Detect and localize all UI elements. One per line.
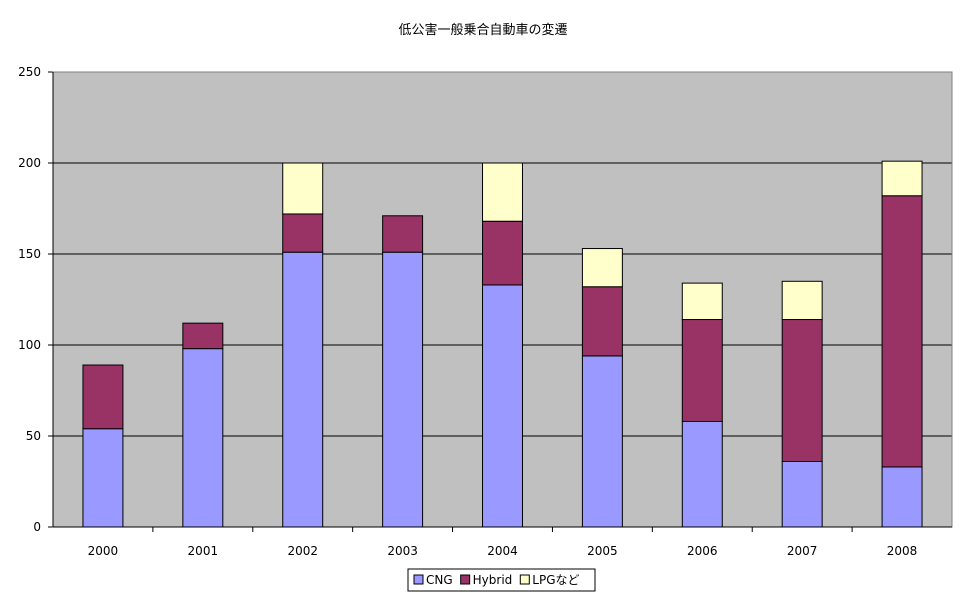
x-tick-label: 2000 bbox=[88, 544, 119, 558]
plot-area: 0 50 100 150 200 250 2000 2001 2002 2003 2004 2005 2… bbox=[18, 65, 953, 558]
bar-cng-2006 bbox=[681, 420, 723, 528]
legend-label-hybrid: Hybrid bbox=[473, 573, 513, 587]
legend-box bbox=[407, 568, 596, 592]
y-tick-label: 250 bbox=[18, 65, 41, 79]
y-tick-label: 0 bbox=[33, 520, 41, 534]
bar-cng-2001 bbox=[182, 348, 224, 528]
bar-hybrid-2002 bbox=[282, 213, 324, 253]
legend-label-cng: CNG bbox=[426, 573, 453, 587]
chart-title: 低公害一般乗合自動車の変遷 bbox=[398, 22, 567, 38]
x-tick-label: 2002 bbox=[287, 544, 318, 558]
x-tick-label: 2004 bbox=[487, 544, 518, 558]
bar-hybrid-2008 bbox=[881, 195, 923, 468]
bar-lpg-2008 bbox=[881, 160, 923, 197]
bar-cng-2003 bbox=[382, 251, 424, 528]
x-tick-label: 2007 bbox=[787, 544, 818, 558]
legend-label-lpg: LPGなど bbox=[532, 573, 579, 587]
bar-lpg-2004 bbox=[482, 162, 523, 222]
bar-cng-2004 bbox=[482, 284, 523, 528]
bar-lpg-2006 bbox=[681, 282, 723, 321]
bar-hybrid-2000 bbox=[82, 364, 124, 430]
bar-lpg-2005 bbox=[581, 248, 623, 288]
bar-cng-2007 bbox=[781, 460, 823, 528]
bar-cng-2002 bbox=[282, 251, 324, 528]
bar-lpg-2007 bbox=[781, 280, 823, 321]
bar-cng-2000 bbox=[82, 428, 124, 528]
x-tick-label: 2006 bbox=[687, 544, 718, 558]
bar-hybrid-2005 bbox=[581, 286, 623, 357]
bar-hybrid-2003 bbox=[382, 215, 424, 253]
legend-swatch-cng bbox=[413, 574, 424, 585]
legend: CNG Hybrid LPGなど bbox=[407, 568, 596, 592]
y-tick-label: 50 bbox=[26, 429, 41, 443]
bar-hybrid-2006 bbox=[681, 319, 723, 422]
legend-swatch-hybrid bbox=[460, 574, 471, 585]
bar-hybrid-2007 bbox=[781, 319, 823, 462]
bar-cng-2008 bbox=[881, 466, 923, 528]
y-tick-label: 150 bbox=[18, 247, 41, 261]
bar-cng-2005 bbox=[581, 355, 623, 528]
bar-hybrid-2004 bbox=[482, 220, 523, 286]
bar-hybrid-2001 bbox=[182, 322, 224, 350]
legend-swatch-lpg bbox=[519, 574, 530, 585]
x-tick-label: 2008 bbox=[887, 544, 918, 558]
bar-lpg-2002 bbox=[282, 162, 324, 215]
x-tick-label: 2001 bbox=[188, 544, 219, 558]
y-tick-label: 100 bbox=[18, 338, 41, 352]
y-tick-label: 200 bbox=[18, 156, 41, 170]
x-tick-label: 2003 bbox=[387, 544, 418, 558]
x-tick-label: 2005 bbox=[587, 544, 618, 558]
